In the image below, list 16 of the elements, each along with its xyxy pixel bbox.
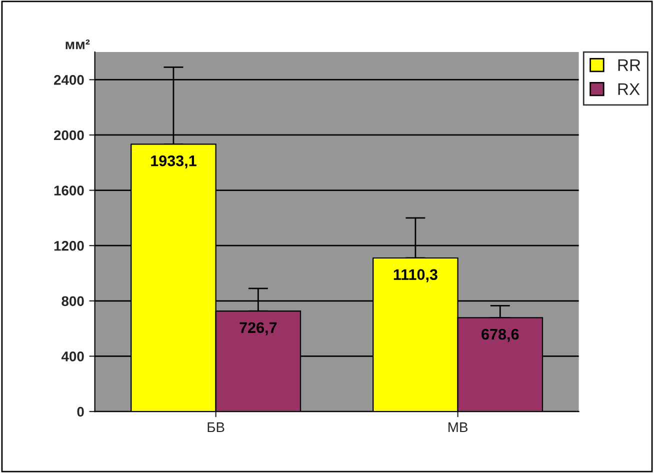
legend-label: RR <box>618 59 640 71</box>
y-tick-label: 800 <box>62 296 84 306</box>
x-tick-label: БВ <box>208 422 224 432</box>
y-tick-label: 2000 <box>54 130 84 140</box>
y-tick-label: 0 <box>77 406 84 417</box>
x-tick-label: МВ <box>448 422 468 432</box>
y-tick-label: 1200 <box>54 240 84 251</box>
y-tick-label: 1600 <box>54 186 84 196</box>
text: 678,6 <box>482 328 519 342</box>
text: 1933,1 <box>151 155 196 168</box>
legend-label: RX <box>618 83 640 95</box>
y-tick-label: 2400 <box>54 75 84 85</box>
text: 1110,3 <box>394 269 438 282</box>
y-tick-label: 400 <box>61 352 84 362</box>
y-axis-title: мм² <box>66 39 90 50</box>
text: 726,7 <box>240 322 277 336</box>
